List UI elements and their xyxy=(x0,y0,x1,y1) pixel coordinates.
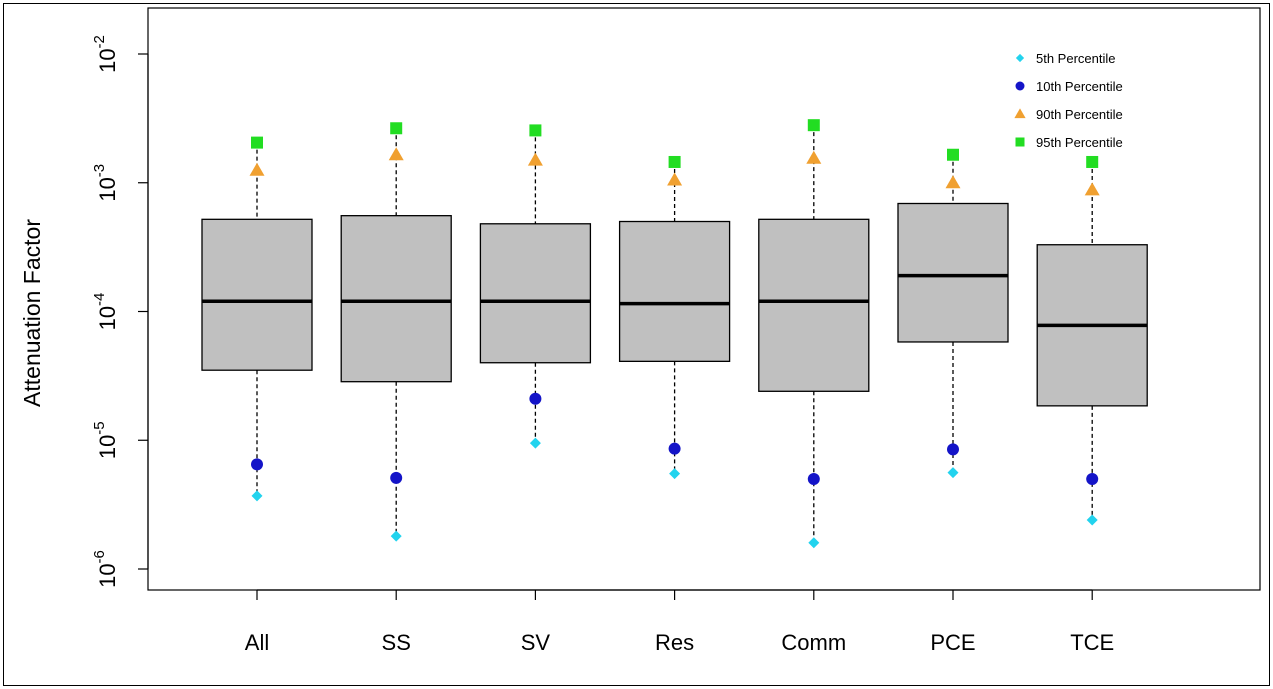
box-iqr xyxy=(340,215,452,383)
y-tick-exponent: -3 xyxy=(91,164,108,177)
marker-diamond-ss xyxy=(390,530,402,542)
legend-diamond-icon xyxy=(1015,53,1025,63)
legend-triangle-icon xyxy=(1014,108,1026,119)
marker-diamond-sv xyxy=(529,437,541,449)
marker-circle-res xyxy=(668,442,681,455)
box-all xyxy=(201,142,313,496)
boxes-layer xyxy=(201,125,1148,543)
y-tick-label: 10-6 xyxy=(91,550,120,588)
marker-diamond-tce xyxy=(1086,514,1098,526)
marker-square-pce xyxy=(947,148,959,161)
y-tick-label: 10-5 xyxy=(91,421,120,459)
box-iqr xyxy=(479,223,592,364)
y-tick-exponent: -2 xyxy=(91,35,108,48)
marker-diamond-all xyxy=(251,490,263,502)
legend-circle-icon xyxy=(1015,81,1025,91)
legend-label: 95th Percentile xyxy=(1036,135,1123,150)
x-tick-label-res: Res xyxy=(655,630,694,655)
box-pce xyxy=(897,154,1009,473)
legend-item-10th-percentile: 10th Percentile xyxy=(1015,79,1123,94)
x-axis: All SS SV Res Comm PCE TCE xyxy=(245,589,1114,655)
marker-diamond-pce xyxy=(947,467,959,479)
x-tick-label-sv: SV xyxy=(521,630,551,655)
series-5th-percentile xyxy=(251,437,1098,549)
marker-square-res xyxy=(668,155,681,168)
marker-diamond-res xyxy=(669,468,681,480)
series-10th-percentile xyxy=(251,392,1099,486)
legend-square-icon xyxy=(1015,137,1025,147)
y-tick-exponent: -5 xyxy=(91,421,108,434)
box-res xyxy=(618,161,731,474)
marker-triangle-res xyxy=(667,172,683,186)
marker-square-comm xyxy=(807,119,820,132)
y-tick-exponent: -4 xyxy=(91,293,108,306)
marker-triangle-pce xyxy=(945,175,961,189)
y-tick-base: 10 xyxy=(95,563,120,587)
box-tce xyxy=(1036,161,1148,521)
y-tick-label: 10-4 xyxy=(91,293,120,331)
legend-label: 90th Percentile xyxy=(1036,107,1123,122)
marker-triangle-sv xyxy=(527,152,543,166)
box-comm xyxy=(758,125,870,543)
marker-circle-sv xyxy=(529,392,542,405)
y-tick-base: 10 xyxy=(95,177,120,201)
box-iqr xyxy=(897,202,1009,343)
series-90th-percentile xyxy=(249,147,1100,196)
box-ss xyxy=(340,128,452,537)
y-tick-base: 10 xyxy=(95,48,120,72)
marker-circle-tce xyxy=(1086,473,1099,486)
marker-square-all xyxy=(251,136,263,149)
box-iqr xyxy=(618,220,731,363)
x-tick-label-all: All xyxy=(245,630,269,655)
marker-circle-all xyxy=(251,458,263,471)
marker-circle-ss xyxy=(390,471,403,484)
y-tick-base: 10 xyxy=(95,306,120,330)
y-tick-label: 10-2 xyxy=(91,35,120,73)
marker-square-ss xyxy=(390,122,403,135)
box-iqr xyxy=(201,218,313,371)
series-95th-percentile xyxy=(251,119,1099,168)
x-tick-label-tce: TCE xyxy=(1070,630,1114,655)
marker-circle-comm xyxy=(807,473,820,486)
marker-square-sv xyxy=(529,124,542,137)
box-sv xyxy=(479,130,592,444)
marker-triangle-ss xyxy=(388,147,404,161)
legend-label: 10th Percentile xyxy=(1036,79,1123,94)
x-tick-label-ss: SS xyxy=(382,630,411,655)
legend-item-90th-percentile: 90th Percentile xyxy=(1014,107,1123,122)
percentile-markers-layer xyxy=(249,119,1100,549)
legend: 5th Percentile 10th Percentile 90th Percen… xyxy=(1014,51,1123,150)
legend-item-5th-percentile: 5th Percentile xyxy=(1015,51,1116,66)
box-iqr xyxy=(758,218,870,392)
y-tick-exponent: -6 xyxy=(91,550,108,563)
marker-triangle-comm xyxy=(806,150,822,164)
y-tick-base: 10 xyxy=(95,435,120,459)
y-tick-label: 10-3 xyxy=(91,164,120,202)
x-tick-label-pce: PCE xyxy=(930,630,975,655)
legend-item-95th-percentile: 95th Percentile xyxy=(1015,135,1123,150)
y-axis-label: Attenuation Factor xyxy=(19,219,45,407)
x-tick-label-comm: Comm xyxy=(781,630,846,655)
marker-triangle-tce xyxy=(1084,182,1100,196)
marker-circle-pce xyxy=(947,443,959,456)
y-axis: 10-210-310-410-510-6 xyxy=(91,35,149,588)
marker-triangle-all xyxy=(249,162,265,176)
marker-diamond-comm xyxy=(808,537,820,549)
marker-square-tce xyxy=(1086,155,1099,168)
legend-label: 5th Percentile xyxy=(1036,51,1116,66)
